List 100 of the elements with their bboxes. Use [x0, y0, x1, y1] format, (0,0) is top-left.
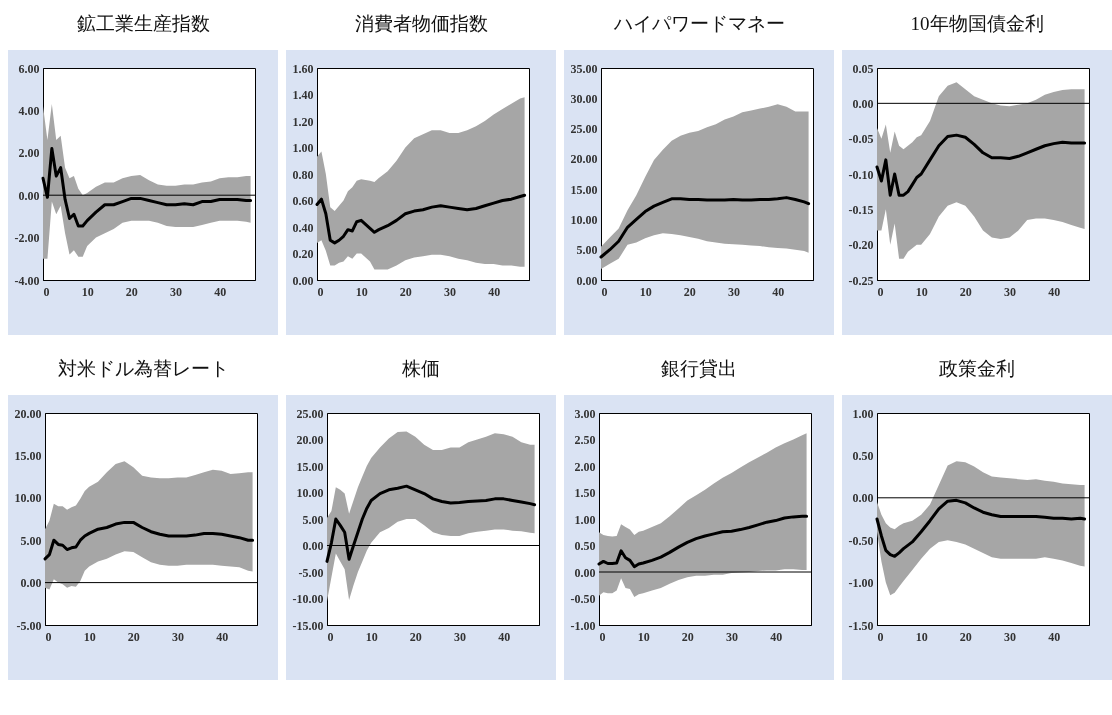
chart-title: 10年物国債金利: [909, 12, 1045, 36]
x-tick-label: 0: [601, 284, 608, 299]
x-tick-label: 0: [317, 284, 324, 299]
x-tick-label: 10: [355, 284, 368, 299]
y-tick-label: 0.00: [18, 188, 40, 203]
y-tick-label: 0.00: [852, 96, 874, 111]
y-tick-label: 15.00: [296, 459, 324, 474]
y-tick-label: -0.15: [848, 202, 874, 217]
x-tick-label: 10: [365, 629, 378, 644]
x-tick-label: 10: [639, 284, 652, 299]
chart-title: 銀行貸出: [660, 357, 738, 381]
y-tick-label: 10.00: [296, 486, 324, 500]
y-tick-label: 15.00: [14, 448, 42, 463]
chart-title: 対米ドル為替レート: [56, 357, 230, 381]
x-tick-label: 30: [1004, 284, 1016, 299]
x-tick-label: 30: [170, 284, 182, 299]
y-tick-label: 0.00: [852, 491, 874, 506]
y-tick-label: 30.00: [570, 91, 598, 106]
x-tick-label: 40: [498, 629, 511, 644]
y-tick-label: 0.20: [292, 247, 314, 261]
chart-title: 消費者物価指数: [353, 12, 489, 36]
y-tick-label: -0.50: [848, 533, 874, 548]
y-tick-label: -0.50: [570, 592, 596, 606]
y-tick-label: 1.00: [574, 512, 596, 527]
y-tick-label: 1.60: [292, 61, 314, 76]
x-tick-label: 40: [488, 284, 501, 299]
x-tick-label: 40: [216, 629, 229, 644]
x-tick-label: 30: [726, 629, 738, 644]
y-tick-label: 20.00: [570, 152, 598, 167]
y-tick-label: -0.25: [848, 273, 874, 288]
x-tick-label: 0: [43, 284, 50, 299]
y-tick-label: -5.00: [298, 565, 324, 580]
x-tick-label: 0: [45, 629, 52, 644]
x-tick-label: 10: [915, 284, 928, 299]
y-tick-label: 6.00: [18, 61, 40, 76]
x-tick-label: 40: [1048, 629, 1061, 644]
x-tick-label: 10: [637, 629, 650, 644]
y-tick-label: 0.80: [292, 167, 314, 182]
y-tick-label: 35.00: [570, 61, 598, 76]
x-tick-label: 10: [81, 284, 94, 299]
x-tick-label: 10: [83, 629, 96, 644]
y-tick-label: 3.00: [574, 406, 596, 421]
x-tick-label: 20: [681, 629, 694, 644]
x-tick-label: 0: [877, 629, 884, 644]
y-tick-label: 20.00: [14, 406, 42, 421]
x-tick-label: 40: [214, 284, 227, 299]
y-tick-label: 1.50: [574, 486, 596, 500]
y-tick-label: 4.00: [18, 103, 40, 118]
x-tick-label: 30: [728, 284, 740, 299]
x-tick-label: 20: [399, 284, 412, 299]
x-tick-label: 20: [959, 284, 972, 299]
y-tick-label: 0.50: [574, 539, 596, 553]
x-tick-label: 30: [444, 284, 456, 299]
x-tick-label: 20: [125, 284, 138, 299]
y-tick-label: 1.40: [292, 88, 314, 102]
y-tick-label: 0.00: [576, 273, 598, 288]
chart-title: 株価: [401, 357, 441, 381]
y-tick-label: 0.60: [292, 194, 314, 208]
y-tick-label: -1.00: [848, 576, 874, 591]
x-tick-label: 0: [327, 629, 334, 644]
x-tick-label: 0: [877, 284, 884, 299]
y-tick-label: 0.00: [574, 565, 596, 580]
y-tick-label: 5.00: [576, 243, 598, 258]
y-tick-label: -10.00: [292, 592, 324, 606]
y-tick-label: -2.00: [14, 231, 40, 246]
y-tick-label: 25.00: [570, 122, 598, 137]
y-tick-label: -15.00: [292, 618, 324, 633]
x-tick-label: 40: [1048, 284, 1061, 299]
chart-title: 鉱工業生産指数: [75, 12, 211, 36]
y-tick-label: 15.00: [570, 182, 598, 197]
y-tick-label: 1.00: [292, 141, 314, 155]
y-tick-label: 0.05: [852, 61, 874, 76]
y-tick-label: -1.00: [570, 618, 596, 633]
y-tick-label: 10.00: [570, 212, 598, 227]
x-tick-label: 30: [454, 629, 466, 644]
y-tick-label: 5.00: [302, 512, 324, 527]
y-tick-label: 10.00: [14, 491, 42, 506]
y-tick-label: -5.00: [16, 618, 42, 633]
y-tick-label: -4.00: [14, 273, 40, 288]
y-tick-label: 2.50: [574, 433, 596, 447]
y-tick-label: 0.00: [292, 273, 314, 288]
y-tick-label: 0.00: [302, 539, 324, 553]
y-tick-label: 20.00: [296, 433, 324, 447]
y-tick-label: 0.40: [292, 220, 314, 235]
y-tick-label: 0.00: [20, 576, 42, 591]
y-tick-label: -0.10: [848, 167, 874, 182]
y-tick-label: 1.20: [292, 114, 314, 129]
y-tick-label: 2.00: [574, 459, 596, 474]
chart-title: 政策金利: [938, 357, 1016, 381]
x-tick-label: 40: [772, 284, 785, 299]
chart-title: ハイパワードマネー: [612, 12, 786, 36]
y-tick-label: 25.00: [296, 406, 324, 421]
x-tick-label: 20: [683, 284, 696, 299]
x-tick-label: 0: [599, 629, 606, 644]
y-tick-label: 5.00: [20, 533, 42, 548]
y-tick-label: 2.00: [18, 146, 40, 161]
y-tick-label: 0.50: [852, 448, 874, 463]
y-tick-label: 1.00: [852, 406, 874, 421]
y-tick-label: -0.05: [848, 132, 874, 147]
x-tick-label: 20: [959, 629, 972, 644]
